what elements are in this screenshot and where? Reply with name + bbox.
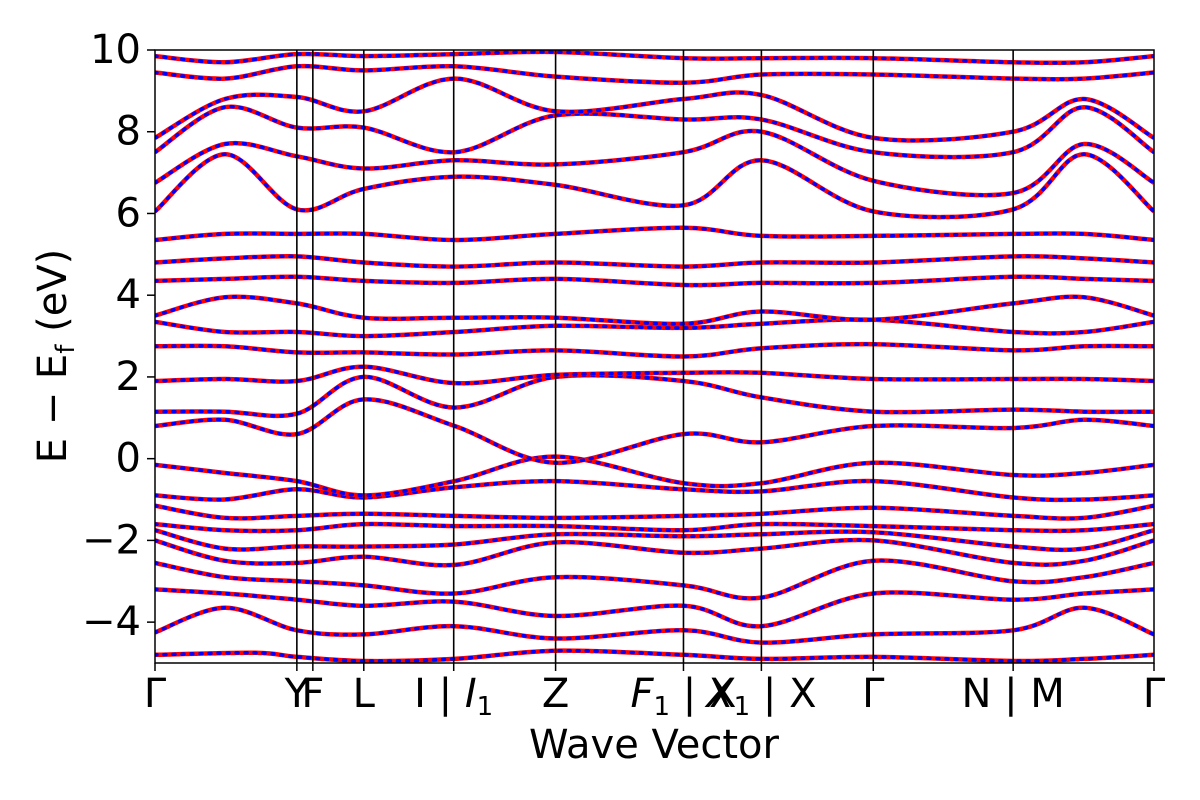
y-axis-label-main: E − E [30,354,76,464]
band-7-series-b-line [155,522,1154,533]
x-tick-label-3: F [301,671,324,717]
y-tick-label: 4 [116,272,141,318]
band-2-series-b-line [155,606,1154,645]
y-axis-label-unit: (eV) [30,249,76,345]
x-tick-label-1: Γ [144,671,167,717]
x-axis-ticks: Γ YF L I | I1 Z F1 | XX1 | X Γ N | M Γ [144,663,1166,722]
band-19-series-b-line [155,226,1154,242]
y-axis-label-subscript: f [51,344,81,354]
y-tick-label: 6 [116,190,141,236]
x-axis-label: Wave Vector [529,722,780,768]
band-3-series-b-line [155,587,1154,628]
x-tick-label-6: Z [542,671,569,717]
x-tick-label-5: I | I1 [414,671,493,722]
plot-frame [154,49,1155,664]
high-symmetry-lines [296,50,1014,663]
y-tick-label: −4 [82,599,141,645]
y-tick-label: −2 [82,517,141,563]
y-axis-ticks: −4 −2 0 2 4 6 8 10 [82,27,155,645]
x-tick-label-8: X1 | X [704,671,816,722]
x-tick-label-7: F1 | X [631,671,737,722]
y-axis-label: E − Ef (eV) [30,249,81,464]
y-tick-label: 8 [116,109,141,155]
x-tick-label-9: Γ [862,671,885,717]
y-tick-label: 10 [90,27,141,73]
y-tick-label: 0 [116,436,141,482]
band-22-series-b-line [155,104,1154,159]
band-18-series-b-line [155,254,1154,269]
band-20-series-b-line [155,152,1154,219]
band-14-series-b-line [155,342,1154,359]
y-tick-label: 2 [116,354,141,400]
x-tick-label-2: Y [284,671,310,717]
x-tick-label-11: Γ [1143,671,1166,717]
x-tick-label-4: L [353,671,376,717]
x-tick-label-10: N | M [961,671,1064,717]
